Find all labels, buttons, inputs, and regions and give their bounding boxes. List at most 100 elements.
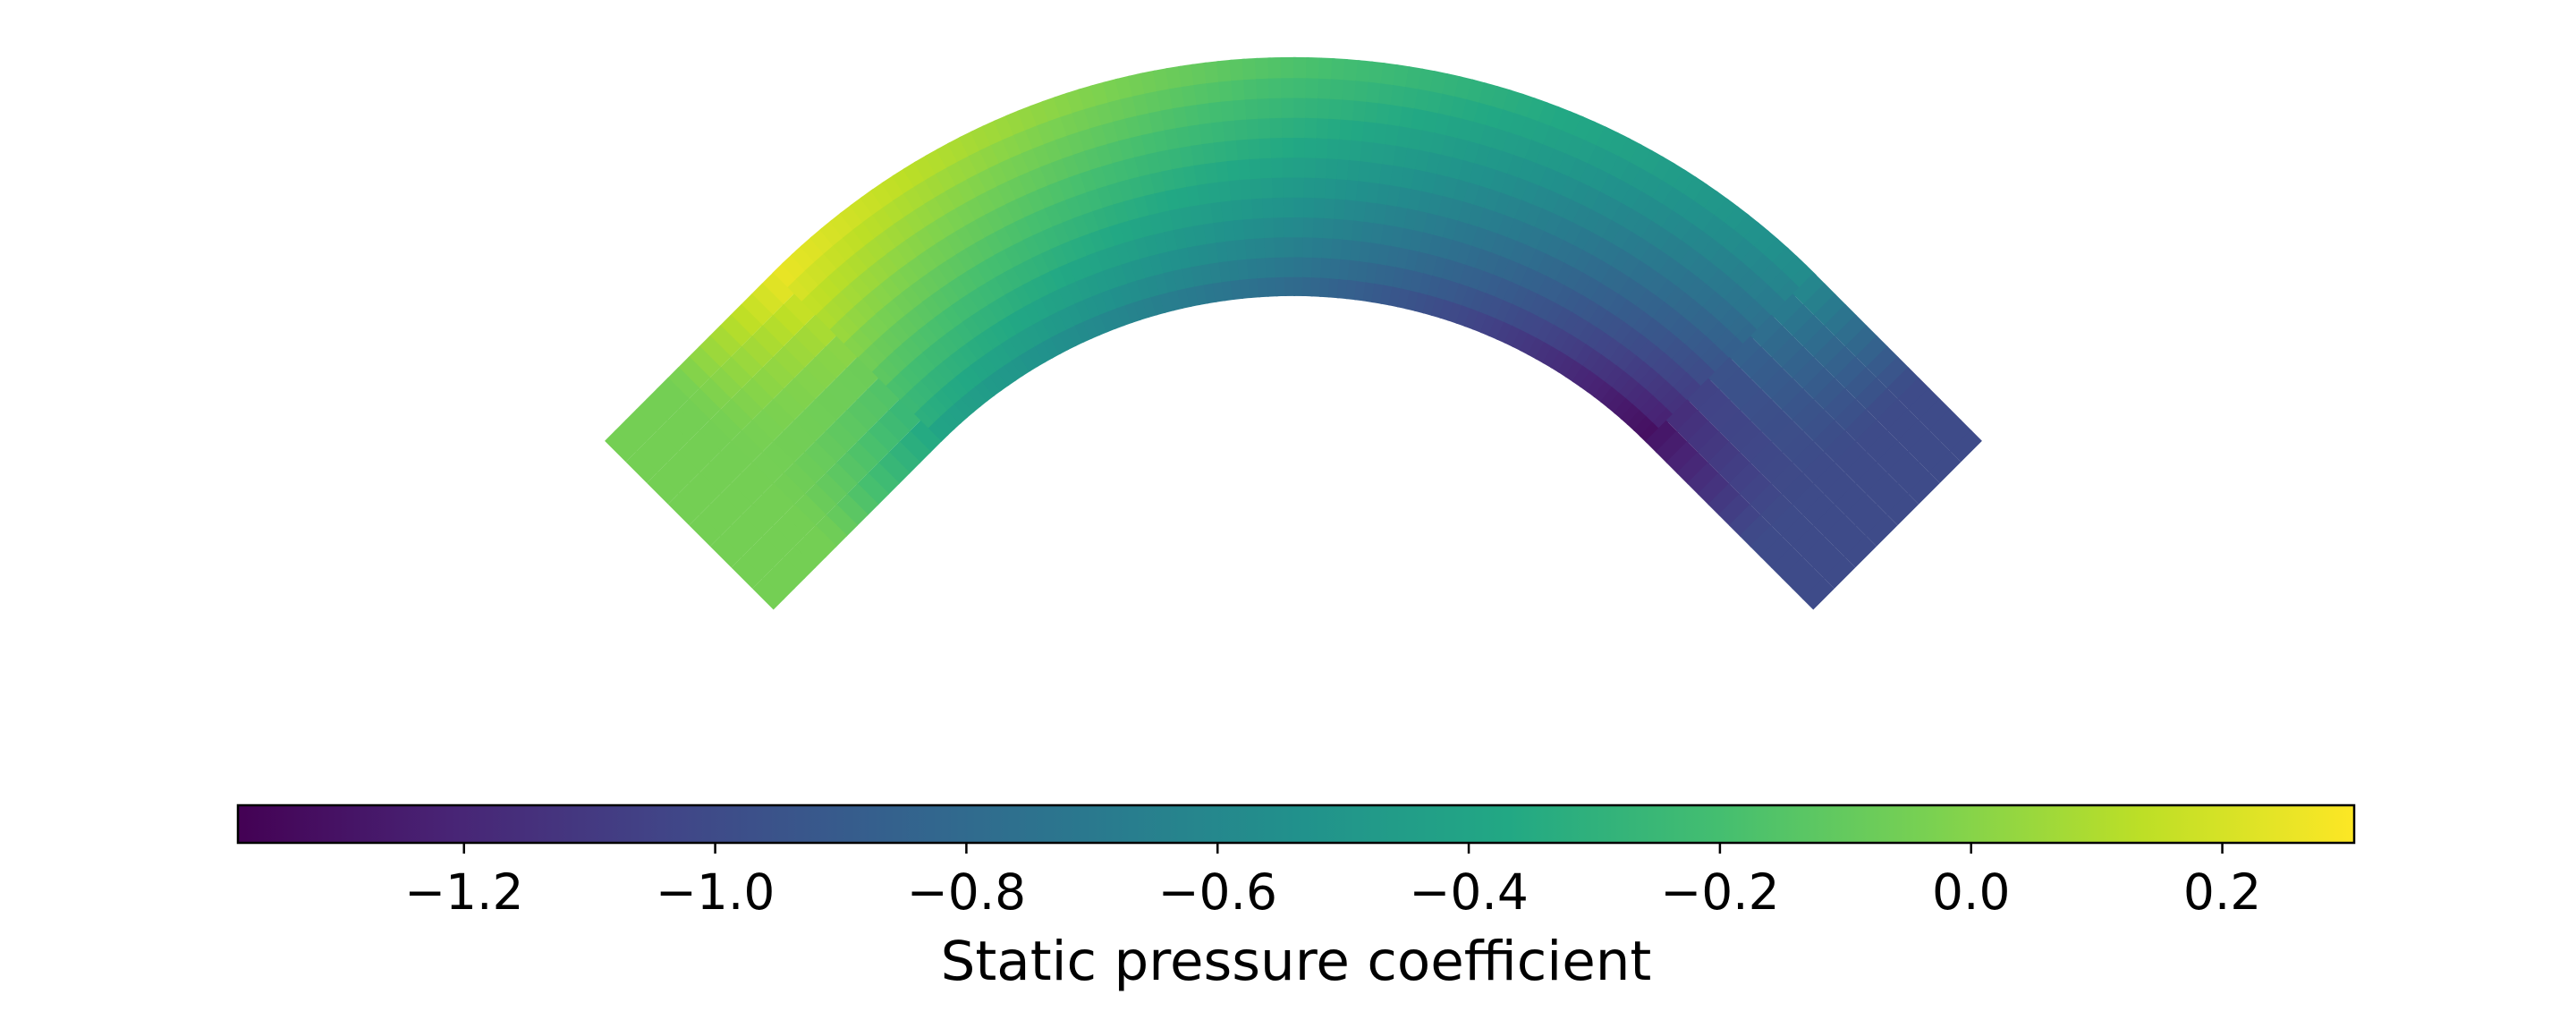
field-cell xyxy=(1293,76,1309,98)
field-cell xyxy=(1554,305,1575,331)
field-cell xyxy=(677,440,711,474)
field-cell xyxy=(751,493,784,527)
field-cell xyxy=(1254,236,1267,259)
field-cell xyxy=(1567,337,1589,362)
field-cell xyxy=(1792,440,1826,474)
field-cell xyxy=(964,194,987,220)
field-cell xyxy=(1598,149,1623,175)
field-cell xyxy=(965,262,988,289)
field-cell xyxy=(1631,190,1656,217)
field-cell xyxy=(814,514,848,548)
field-cell xyxy=(1251,196,1266,219)
field-cell xyxy=(1007,331,1030,356)
field-cell xyxy=(1250,176,1265,200)
field-cell xyxy=(719,482,753,516)
field-cell xyxy=(1249,157,1264,180)
field-cell xyxy=(635,398,669,431)
field-cell xyxy=(688,429,721,463)
field-cell xyxy=(858,318,883,344)
field-cell xyxy=(1609,342,1631,367)
field-cell xyxy=(1265,255,1278,278)
field-cell xyxy=(981,119,1005,146)
field-cell xyxy=(969,357,991,382)
field-cell xyxy=(897,259,921,286)
field-cell xyxy=(880,174,906,201)
field-cell xyxy=(730,472,764,506)
field-cell xyxy=(867,420,900,454)
field-cell xyxy=(944,205,968,232)
field-cell xyxy=(1824,303,1858,337)
field-cell xyxy=(878,274,903,300)
field-cell xyxy=(1668,313,1693,339)
field-cell xyxy=(1057,260,1078,286)
field-cell xyxy=(750,325,784,359)
field-cell xyxy=(656,377,690,411)
field-cell xyxy=(852,295,878,322)
field-cell xyxy=(1293,56,1309,79)
field-cell xyxy=(1021,233,1044,259)
field-cell xyxy=(1590,281,1613,307)
field-cell xyxy=(980,373,1003,397)
field-cell xyxy=(699,504,733,537)
field-cell xyxy=(1570,315,1592,340)
field-cell xyxy=(945,251,969,277)
field-cell xyxy=(1650,225,1675,252)
field-cell xyxy=(729,303,763,337)
field-cell xyxy=(1607,292,1631,318)
field-cell xyxy=(1739,430,1773,463)
field-cell xyxy=(1090,312,1109,337)
field-cell xyxy=(1048,286,1069,312)
field-cell xyxy=(1792,272,1826,306)
field-cell xyxy=(1704,190,1730,217)
field-cell xyxy=(1729,336,1763,370)
field-cell xyxy=(992,341,1013,366)
field-cell xyxy=(1272,195,1286,218)
field-cell xyxy=(1023,209,1046,236)
field-cell xyxy=(1260,175,1275,199)
field-cell xyxy=(1750,440,1784,474)
field-cell xyxy=(938,280,962,306)
field-cell xyxy=(970,308,992,333)
field-cell xyxy=(1040,246,1061,272)
field-cell xyxy=(1694,363,1719,388)
field-cell xyxy=(953,368,977,393)
field-cell xyxy=(1740,346,1773,379)
field-cell xyxy=(699,462,732,495)
field-cell xyxy=(1651,202,1676,229)
field-cell xyxy=(929,286,953,312)
field-cell xyxy=(1262,196,1276,218)
field-cell xyxy=(1062,216,1082,242)
field-cell xyxy=(974,211,997,238)
field-cell xyxy=(1041,335,1062,360)
field-cell xyxy=(1059,238,1080,264)
field-cell xyxy=(1700,342,1725,367)
field-cell xyxy=(961,313,984,338)
field-cell xyxy=(1241,197,1256,220)
field-cell xyxy=(1098,309,1117,334)
field-cell xyxy=(1739,514,1773,548)
field-cell xyxy=(871,333,896,358)
field-cell xyxy=(1271,156,1285,178)
field-cell xyxy=(1263,216,1276,239)
field-cell xyxy=(869,281,895,307)
field-cell xyxy=(1620,252,1644,279)
field-cell xyxy=(1656,328,1681,354)
field-cell xyxy=(949,346,972,371)
field-cell xyxy=(1646,400,1670,424)
field-cell xyxy=(1660,307,1685,333)
field-cell xyxy=(1013,304,1035,329)
field-cell xyxy=(1479,313,1498,338)
field-cell xyxy=(803,482,837,516)
field-cell xyxy=(863,340,888,365)
field-cell xyxy=(825,462,858,496)
field-cell xyxy=(1257,276,1270,299)
field-cell xyxy=(1446,238,1465,263)
field-cell xyxy=(1735,320,1761,346)
field-cell xyxy=(1453,282,1471,306)
field-cell xyxy=(1683,175,1709,202)
field-cell xyxy=(1132,297,1150,322)
field-cell xyxy=(994,269,1016,295)
field-cell xyxy=(1844,493,1877,526)
field-cell xyxy=(1306,56,1323,79)
field-cell xyxy=(1897,377,1931,411)
